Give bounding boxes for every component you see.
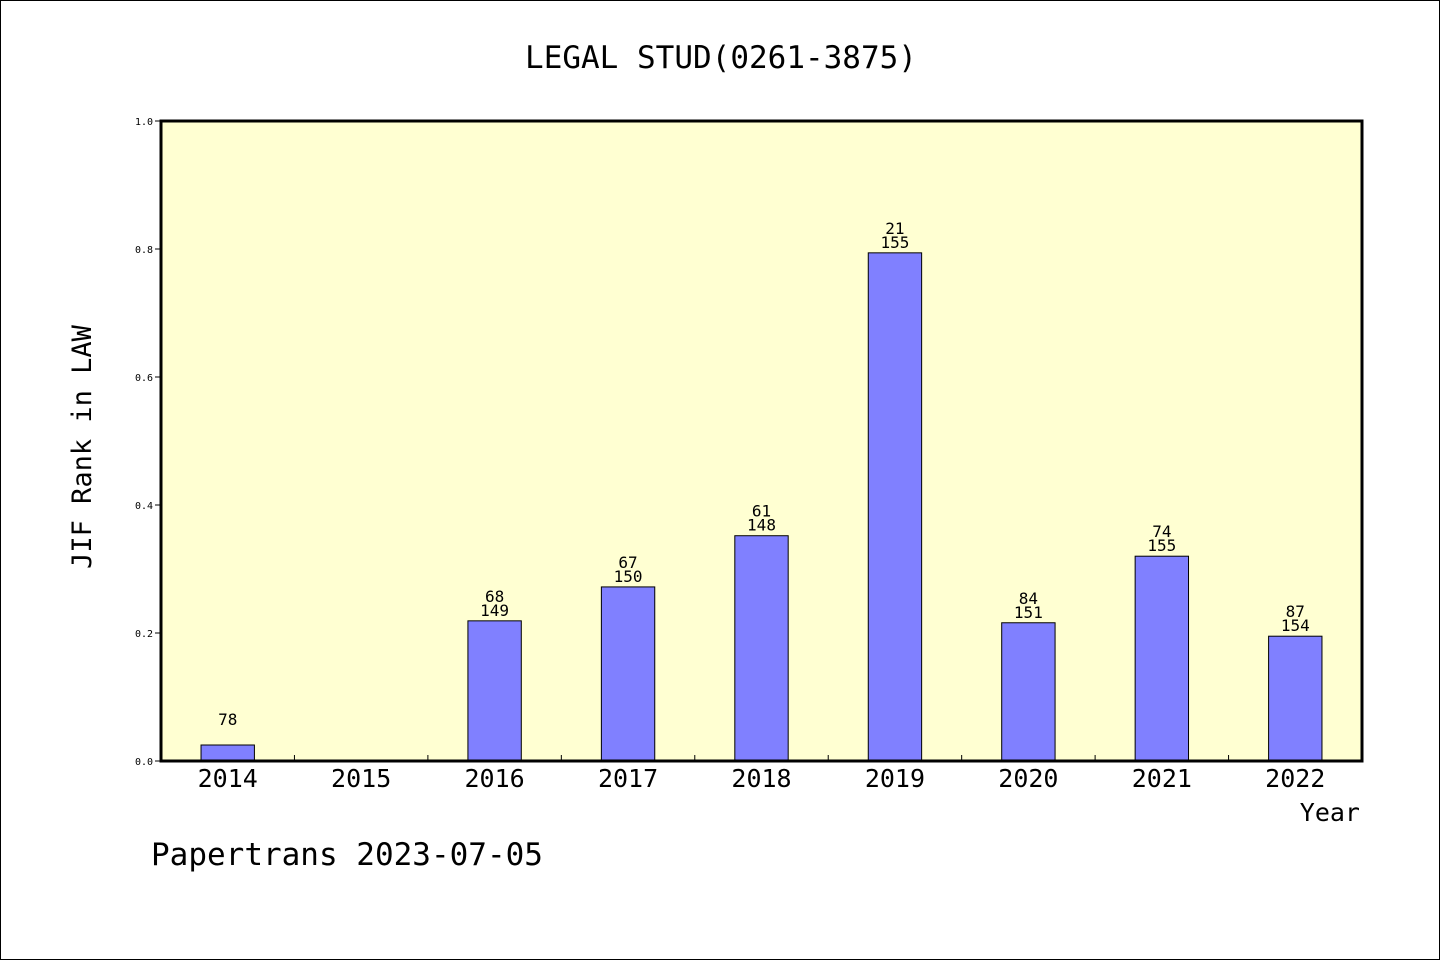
y-tick-label: 0.2	[135, 629, 153, 640]
bar-rank-label-2020: 84	[1019, 589, 1038, 608]
bar-2018	[734, 535, 789, 762]
bar-rank-label-2021: 74	[1152, 522, 1171, 541]
bar-2020	[1001, 622, 1056, 762]
x-tick-label-2015: 2015	[331, 764, 391, 793]
bar-2017	[600, 586, 656, 762]
bar-2016	[467, 620, 522, 762]
y-axis-label: JIF Rank in LAW	[67, 324, 98, 569]
bar-total-label-2016: 149	[480, 601, 509, 620]
bar-2021	[1134, 555, 1190, 762]
x-tick-label-2018: 2018	[731, 764, 791, 793]
bar-rank-label-2014: 78	[218, 710, 237, 729]
bar-rank-label-2018: 61	[752, 502, 771, 521]
bar-rank-label-2016: 68	[485, 587, 504, 606]
x-tick-label-2016: 2016	[465, 764, 525, 793]
bar-total-label-2018: 148	[747, 516, 776, 535]
plot-border	[159, 119, 1364, 763]
x-tick-label-2019: 2019	[865, 764, 925, 793]
x-tick-label-2021: 2021	[1132, 764, 1192, 793]
bars-layer	[200, 252, 1323, 762]
y-tick-label: 0.4	[135, 501, 153, 512]
y-tick-label: 0.0	[135, 757, 153, 768]
footer-credit: Papertrans 2023-07-05	[151, 837, 543, 873]
bar-rank-label-2022: 87	[1286, 602, 1305, 621]
bar-total-label-2017: 150	[614, 567, 643, 586]
bar-2019	[867, 252, 923, 762]
y-tick-label: 0.6	[135, 373, 153, 384]
bar-total-label-2022: 154	[1281, 616, 1310, 635]
bar-rank-label-2019: 21	[885, 219, 904, 238]
bar-2014	[200, 744, 255, 762]
bar-total-label-2019: 155	[880, 233, 909, 252]
x-axis-label: Year	[1300, 798, 1360, 827]
x-tick-label-2014: 2014	[198, 764, 258, 793]
y-axis: 0.0 0.2 0.4 0.6 0.8 1.0	[135, 117, 161, 768]
bar-rank-label-2017: 67	[618, 553, 637, 572]
y-tick-label: 0.8	[135, 245, 153, 256]
x-tick-label-2022: 2022	[1265, 764, 1325, 793]
bar-total-label-2021: 155	[1147, 536, 1176, 555]
y-tick-label: 1.0	[135, 117, 153, 128]
chart-title: LEGAL STUD(0261-3875)	[525, 40, 917, 76]
x-tick-label-2017: 2017	[598, 764, 658, 793]
x-axis: 2014 2015 2016 2017 2018 2019 2020 2021 2022	[198, 755, 1325, 793]
x-tick-label-2020: 2020	[998, 764, 1058, 793]
bar-total-label-2020: 151	[1014, 603, 1043, 622]
bar-2022	[1268, 635, 1323, 762]
